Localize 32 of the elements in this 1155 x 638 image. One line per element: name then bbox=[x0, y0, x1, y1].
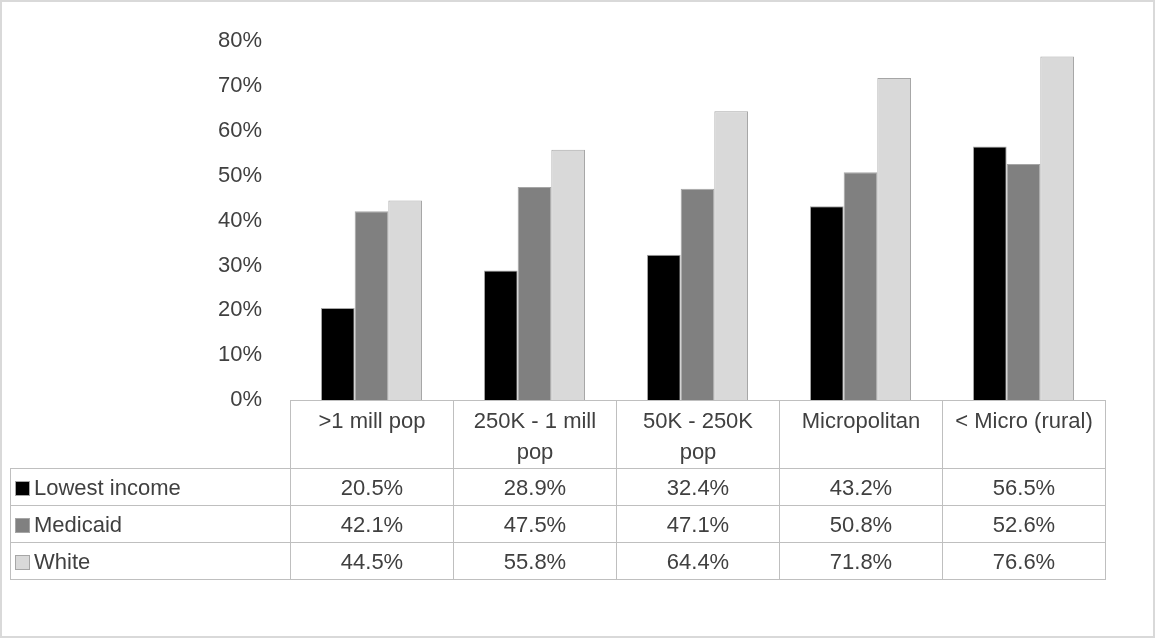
data-label: 44.5% bbox=[290, 542, 454, 580]
data-label: 20.5% bbox=[290, 468, 454, 506]
x-tick-label: 250K - 1 mill pop bbox=[453, 400, 617, 469]
y-tick-label: 0% bbox=[230, 386, 262, 412]
x-tick-label: Micropolitan bbox=[779, 400, 943, 469]
data-label: 42.1% bbox=[290, 505, 454, 543]
y-tick-label: 70% bbox=[217, 72, 262, 98]
data-label: 55.8% bbox=[453, 542, 617, 580]
data-label: 71.8% bbox=[779, 542, 943, 580]
x-tick-label: >1 mill pop bbox=[290, 400, 454, 469]
y-tick-label: 30% bbox=[217, 251, 262, 277]
legend-label: White bbox=[34, 548, 91, 574]
y-tick-label: 50% bbox=[217, 161, 262, 187]
y-tick-label: 60% bbox=[217, 116, 262, 142]
y-tick-label: 80% bbox=[217, 27, 262, 53]
data-label: 76.6% bbox=[942, 542, 1106, 580]
data-label: 47.5% bbox=[453, 505, 617, 543]
data-label: 52.6% bbox=[942, 505, 1106, 543]
x-tick-label: < Micro (rural) bbox=[942, 400, 1106, 469]
legend-label: Lowest income bbox=[34, 474, 181, 500]
data-label: 28.9% bbox=[453, 468, 617, 506]
data-label: 56.5% bbox=[942, 468, 1106, 506]
data-label: 64.4% bbox=[616, 542, 780, 580]
y-tick-label: 40% bbox=[217, 206, 262, 232]
data-label: 50.8% bbox=[779, 505, 943, 543]
y-tick-label: 10% bbox=[217, 341, 262, 367]
data-label: 43.2% bbox=[779, 468, 943, 506]
data-label: 47.1% bbox=[616, 505, 780, 543]
y-tick-label: 20% bbox=[217, 296, 262, 322]
x-tick-label: 50K - 250K pop bbox=[616, 400, 780, 469]
data-label: 32.4% bbox=[616, 468, 780, 506]
legend-label: Medicaid bbox=[34, 511, 123, 537]
